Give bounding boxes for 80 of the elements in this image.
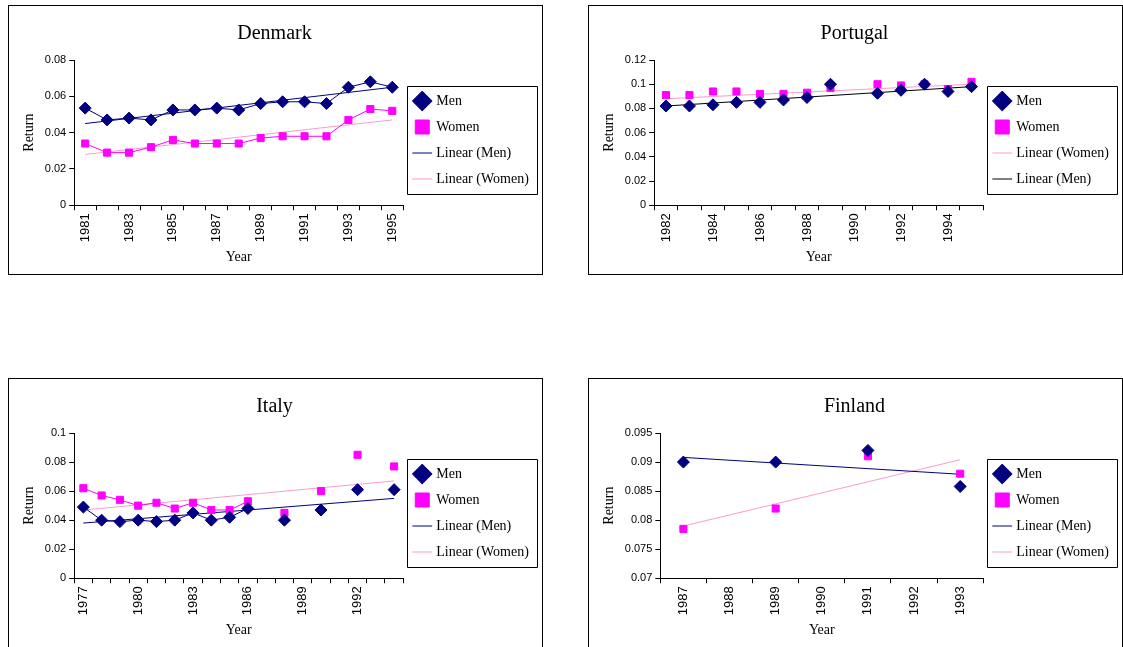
x-tick-label: 1981 — [76, 213, 92, 243]
y-tick-label: 0.1 — [630, 77, 647, 90]
y-tick-label: 0.08 — [44, 53, 67, 66]
y-tick-label: 0.06 — [44, 484, 67, 497]
y-tick-label: 0.06 — [624, 125, 647, 138]
legend-label: Linear (Women) — [436, 543, 530, 560]
y-tick-label: 0.04 — [44, 125, 67, 138]
legend-label: Women — [1016, 118, 1060, 134]
x-tick-label: 1989 — [252, 213, 268, 243]
x-tick-label: 1990 — [845, 213, 861, 243]
y-tick-label: 0.04 — [624, 149, 647, 162]
x-tick-label: 1987 — [208, 213, 224, 243]
x-axis-title: Year — [225, 622, 252, 638]
y-tick-label: 0.02 — [44, 542, 67, 555]
x-axis-title: Year — [805, 249, 832, 265]
y-tick-label: 0.02 — [624, 174, 647, 187]
x-tick-label: 1993 — [951, 586, 967, 616]
x-tick-label: 1980 — [129, 586, 145, 616]
y-axis-title: Return — [21, 113, 37, 152]
x-tick-label: 1987 — [674, 586, 690, 616]
x-tick-label: 1992 — [905, 586, 921, 616]
y-axis-title: Return — [601, 486, 617, 525]
y-axis-title: Return — [21, 486, 37, 525]
x-tick-label: 1990 — [813, 586, 829, 616]
chart-title: Denmark — [237, 21, 312, 44]
legend-label: Linear (Women) — [1016, 144, 1110, 161]
legend-label: Men — [1016, 92, 1042, 108]
y-tick-label: 0.07 — [630, 571, 653, 584]
legend-label: Linear (Men) — [1016, 517, 1092, 534]
x-axis-title: Year — [808, 622, 836, 638]
x-tick-label: 1993 — [339, 213, 355, 243]
y-tick-label: 0 — [60, 571, 67, 584]
legend-label: Linear (Men) — [436, 517, 512, 534]
x-tick-label: 1988 — [721, 586, 737, 616]
legend-label: Linear (Women) — [436, 170, 530, 187]
x-tick-label: 1986 — [239, 586, 255, 616]
y-tick-label: 0.12 — [624, 53, 647, 66]
x-axis-title: Year — [225, 249, 252, 265]
x-tick-label: 1983 — [184, 586, 200, 616]
legend-label: Men — [1016, 465, 1042, 481]
legend-label: Linear (Men) — [436, 144, 512, 161]
y-tick-label: 0.06 — [44, 89, 67, 102]
legend-label: Women — [436, 491, 480, 507]
y-tick-label: 0.09 — [630, 455, 653, 468]
chart-title: Portugal — [820, 21, 889, 45]
y-tick-label: 0 — [640, 198, 647, 211]
y-tick-label: 0.08 — [44, 455, 67, 468]
y-tick-label: 0 — [60, 198, 67, 211]
y-tick-label: 0.075 — [624, 542, 653, 555]
y-tick-label: 0.08 — [630, 513, 653, 526]
x-tick-label: 1989 — [767, 586, 783, 616]
x-tick-label: 1983 — [120, 213, 136, 243]
x-tick-label: 1985 — [164, 213, 180, 243]
y-axis-title: Return — [601, 113, 617, 152]
y-tick-label: 0.04 — [44, 513, 67, 526]
x-tick-label: 1991 — [296, 213, 312, 243]
x-tick-label: 1982 — [657, 213, 673, 243]
legend-label: Men — [436, 465, 462, 481]
x-tick-label: 1986 — [751, 213, 767, 243]
x-tick-label: 1988 — [798, 213, 814, 243]
legend-label: Men — [436, 92, 462, 108]
chart-title: Finland — [823, 394, 886, 417]
y-tick-label: 0.095 — [624, 426, 653, 439]
y-tick-label: 0.08 — [624, 101, 647, 114]
x-tick-label: 1991 — [859, 586, 875, 616]
x-tick-label: 1992 — [892, 213, 908, 243]
x-tick-label: 1977 — [74, 586, 90, 616]
x-tick-label: 1984 — [704, 213, 720, 243]
y-tick-label: 0.02 — [44, 161, 67, 174]
y-tick-label: 0.085 — [624, 484, 653, 497]
y-tick-label: 0.1 — [50, 426, 67, 439]
legend-label: Women — [436, 118, 480, 134]
legend-label: Linear (Men) — [1016, 170, 1092, 187]
chart-title: Italy — [256, 394, 293, 418]
x-tick-label: 1995 — [383, 213, 399, 243]
x-tick-label: 1992 — [349, 586, 365, 616]
x-tick-label: 1994 — [939, 213, 955, 243]
legend-label: Linear (Women) — [1016, 543, 1110, 560]
legend-label: Women — [1016, 491, 1060, 507]
x-tick-label: 1989 — [294, 586, 310, 616]
